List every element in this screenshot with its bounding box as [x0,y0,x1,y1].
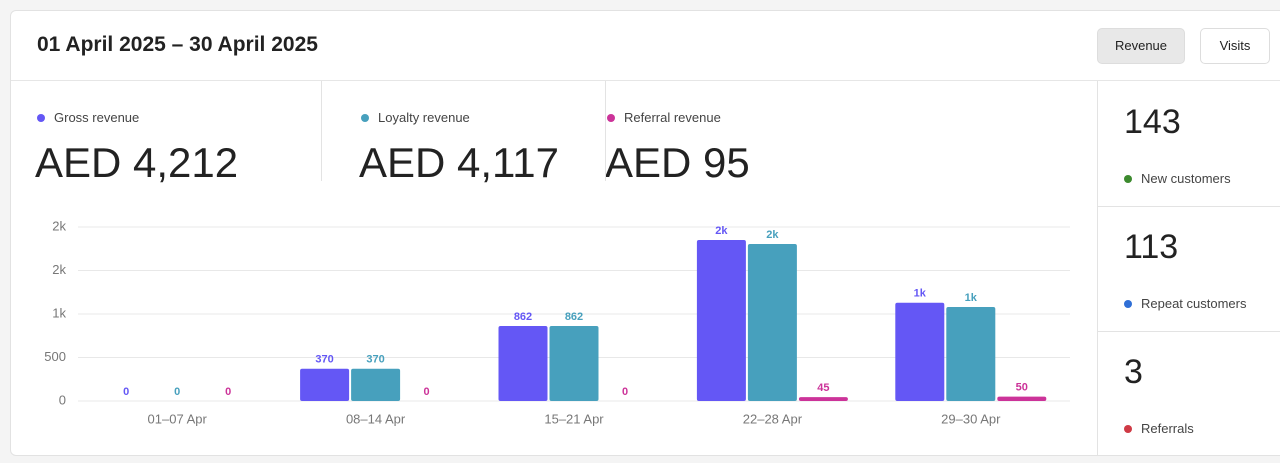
bar [300,368,350,401]
bar [747,243,797,401]
bar [798,397,848,401]
data-label: 2k [715,225,728,237]
revenue-button[interactable]: Revenue [1097,28,1185,64]
stat-value: 3 [1124,353,1143,391]
kpi-label: Loyalty revenue [361,110,470,125]
data-label: 1k [914,288,927,300]
status-dot [1124,425,1132,433]
kpi-label: Gross revenue [37,110,139,125]
y-tick-label: 2k [52,262,66,277]
stat-label-text: New customers [1141,171,1231,186]
x-tick-label: 15–21 Apr [544,411,604,426]
bar [997,396,1047,401]
date-range-title: 01 April 2025 – 30 April 2025 [37,33,318,56]
data-label: 0 [622,386,628,398]
divider [11,80,1280,81]
data-label: 1k [965,292,978,304]
legend-dot [607,114,615,122]
data-label: 862 [565,311,583,323]
kpi-value: AED 4,212 [35,139,239,186]
card: 01 April 2025 – 30 April 2025 Revenue Vi… [10,10,1280,456]
data-label: 862 [514,311,532,323]
kpi-label: Referral revenue [607,110,721,125]
bar [946,307,996,401]
divider [321,81,322,181]
kpi-name: Referral revenue [624,110,721,125]
data-label: 370 [366,354,384,366]
y-tick-label: 0 [59,392,66,407]
stat-label: Referrals [1124,421,1194,436]
kpi-value: AED 95 [605,139,750,186]
divider [605,81,606,181]
bar [498,326,548,401]
stat-label: Repeat customers [1124,296,1247,311]
stat-label: New customers [1124,171,1231,186]
stat-label-text: Referrals [1141,421,1194,436]
kpi-name: Gross revenue [54,110,140,125]
y-tick-label: 2k [52,218,66,233]
stats-panel: 143 New customers 113 Repeat customers 3 Refe… [1097,81,1280,455]
data-label: 0 [424,386,430,398]
data-label: 45 [817,382,829,394]
stat-value: 113 [1124,228,1179,266]
y-tick-label: 500 [44,349,66,364]
x-tick-label: 29–30 Apr [941,411,1001,426]
kpi-name: Loyalty revenue [378,110,470,125]
data-label: 0 [123,386,129,398]
stat-label-text: Repeat customers [1141,296,1247,311]
x-tick-label: 01–07 Apr [148,411,208,426]
bar [696,240,746,401]
bar [351,368,401,401]
divider [1098,331,1280,332]
status-dot [1124,300,1132,308]
data-label: 0 [174,386,180,398]
divider [1098,206,1280,207]
data-label: 2k [766,229,779,241]
visits-button[interactable]: Visits [1200,28,1270,64]
status-dot [1124,175,1132,183]
bar [549,326,599,401]
legend-dot [37,114,45,122]
data-label: 50 [1016,382,1028,394]
bar [895,302,945,401]
data-label: 0 [225,386,231,398]
legend-dot [361,114,369,122]
stat-value: 143 [1124,103,1181,141]
x-tick-label: 22–28 Apr [743,411,803,426]
data-label: 370 [315,354,333,366]
y-tick-label: 1k [52,305,66,320]
x-tick-label: 08–14 Apr [346,411,406,426]
kpi-value: AED 4,117 [359,139,560,186]
